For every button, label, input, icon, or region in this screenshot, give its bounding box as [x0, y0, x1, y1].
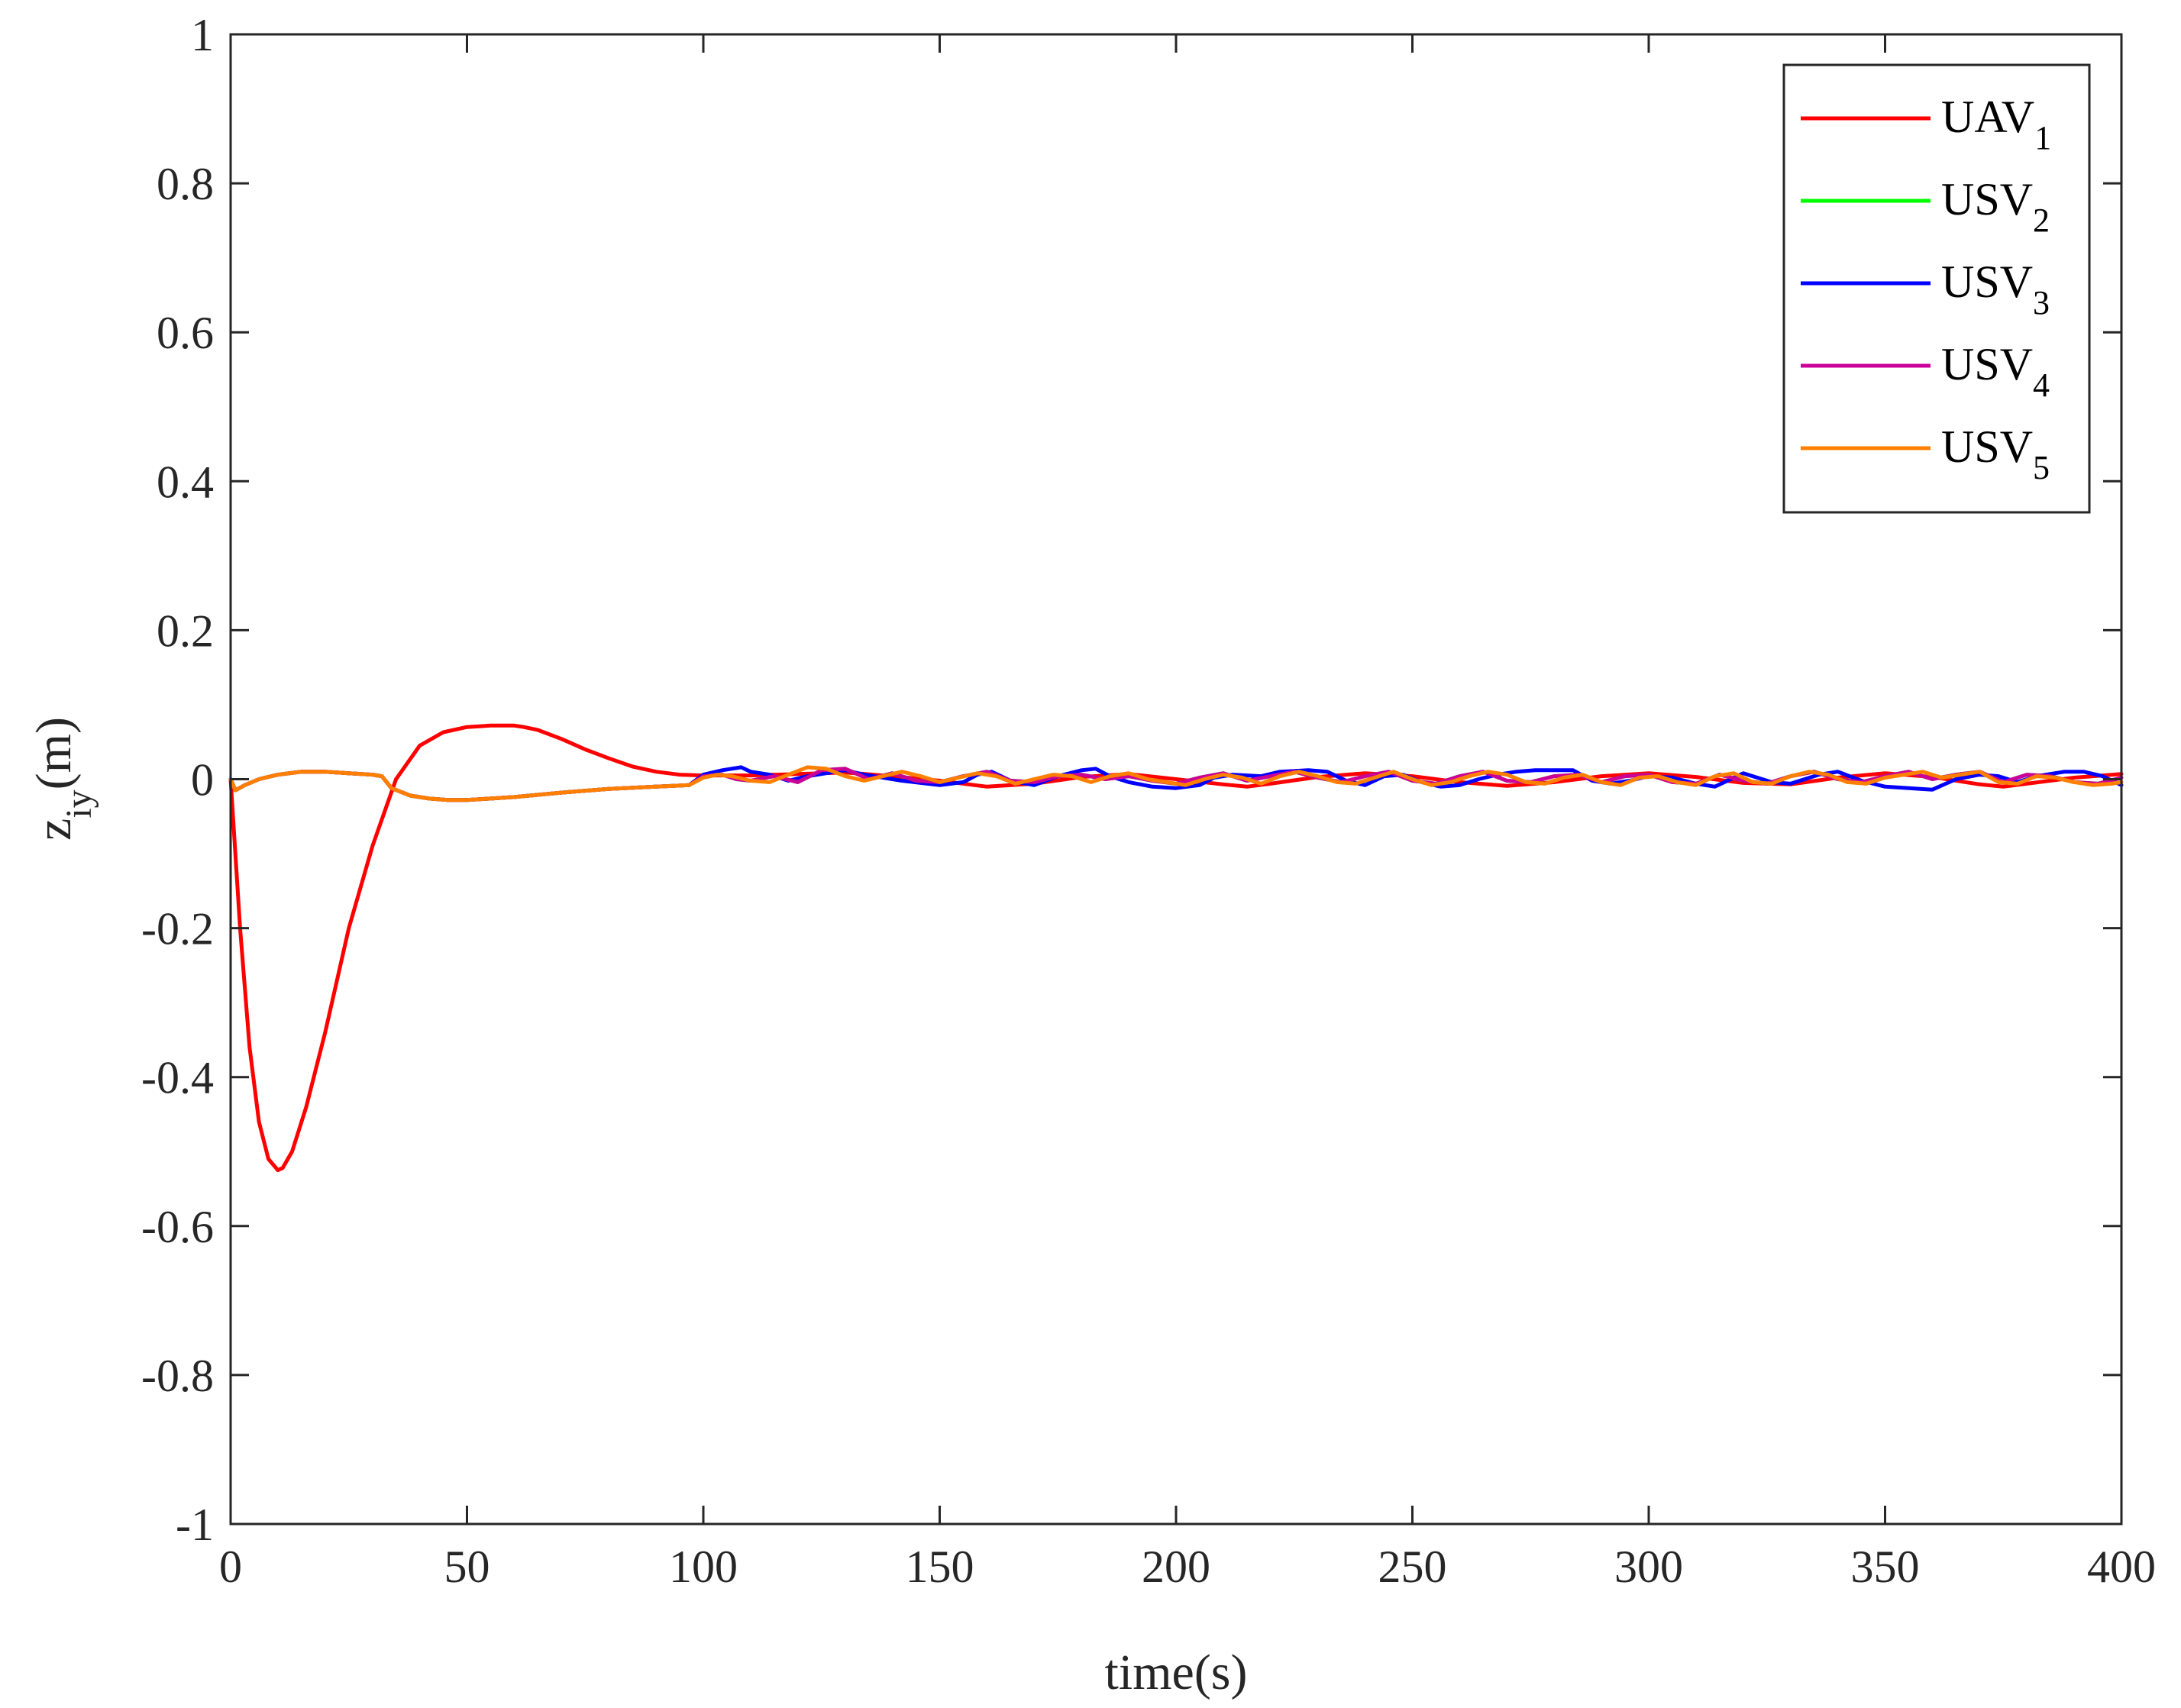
legend-label-sub: 2: [2033, 202, 2050, 239]
y-tick-label: 0.4: [157, 457, 214, 507]
x-tick-label: 100: [669, 1542, 738, 1592]
y-axis-title-main: z: [26, 818, 82, 841]
x-tick-label: 250: [1378, 1542, 1447, 1592]
legend-label-name: USV: [1941, 174, 2033, 224]
series-line-usv5: [228, 765, 2124, 802]
y-axis-title: ziy(m): [26, 717, 99, 841]
series-layer: [228, 723, 2124, 1173]
y-tick-label: 0.6: [157, 308, 214, 358]
legend-label-name: USV: [1941, 339, 2033, 389]
legend-label-sub: 5: [2033, 449, 2050, 486]
legend-entry-usv3: USV3: [1801, 257, 2050, 321]
y-tick-label: 0.2: [157, 605, 214, 656]
x-tick-label: 350: [1851, 1542, 1920, 1592]
x-tick-label: 200: [1142, 1542, 1210, 1592]
y-tick-label: -1: [176, 1500, 214, 1550]
legend-label-name: UAV: [1941, 92, 2034, 142]
y-tick-label: 0.8: [157, 159, 214, 209]
legend-entry-usv5: USV5: [1801, 421, 2050, 486]
legend-label-sub: 3: [2033, 284, 2050, 321]
legend-entry-usv2: USV2: [1801, 174, 2050, 239]
x-tick-label: 150: [906, 1542, 974, 1592]
legend-label: USV4: [1941, 339, 2050, 404]
legend-label: USV2: [1941, 174, 2050, 239]
x-tick-label: 400: [2087, 1542, 2156, 1592]
legend-label: UAV1: [1941, 92, 2051, 157]
legend-box: [1782, 63, 2091, 514]
y-tick-label: -0.4: [141, 1053, 214, 1103]
y-axis: 1 0.8 0.6 0.4 0.2 0 -0.2 -0.4 -0.6 -0.8 -1: [141, 10, 2121, 1550]
x-tick-label: 300: [1614, 1542, 1683, 1592]
x-tick-label: 50: [444, 1542, 490, 1592]
y-tick-label: 0: [191, 755, 214, 806]
y-tick-label: -0.8: [141, 1351, 214, 1401]
legend-label-sub: 4: [2033, 366, 2050, 404]
y-tick-label: -0.2: [141, 904, 214, 954]
legend-label-name: USV: [1941, 257, 2033, 307]
legend-entry-usv4: USV4: [1801, 339, 2050, 404]
legend-label-name: USV: [1941, 421, 2033, 472]
y-axis-title-rest: (m): [26, 717, 82, 789]
legend-label-sub: 1: [2034, 119, 2051, 157]
legend-label: USV3: [1941, 257, 2050, 321]
x-axis-title: time(s): [1105, 1645, 1248, 1700]
legend-label: USV5: [1941, 421, 2050, 486]
y-tick-label: -0.6: [141, 1202, 214, 1252]
y-axis-title-sub: iy: [59, 789, 99, 818]
x-axis: 0 50 100 150 200 250 300 350 400: [219, 34, 2156, 1592]
legend-entry-uav1: UAV1: [1801, 92, 2051, 157]
y-tick-label: 1: [191, 10, 214, 60]
x-tick-label: 0: [219, 1542, 242, 1592]
